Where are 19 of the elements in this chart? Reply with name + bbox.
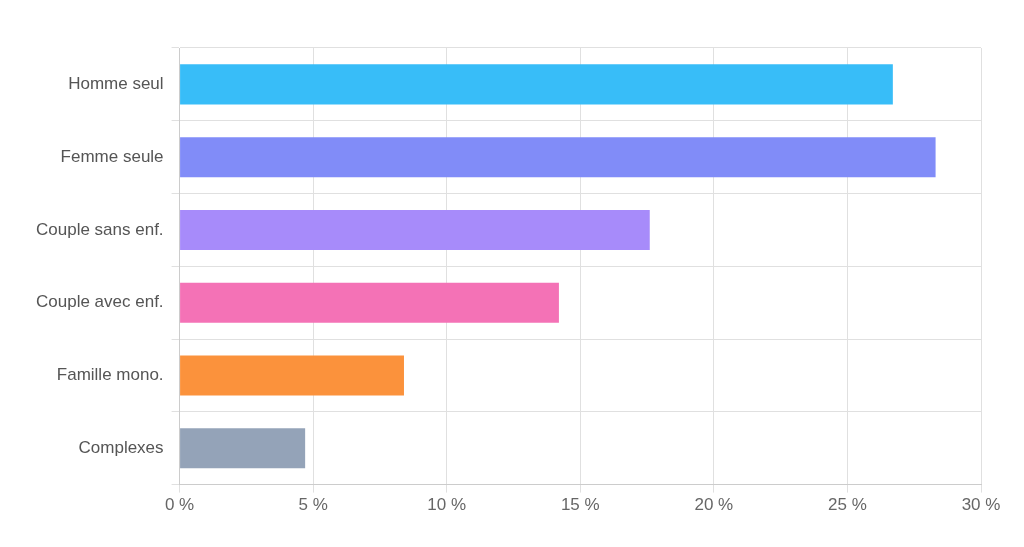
y-tick-label: Famille mono. xyxy=(56,365,164,385)
y-tick-label: Femme seule xyxy=(60,146,164,166)
x-tick-label: 25 % xyxy=(828,495,867,515)
bar xyxy=(180,137,936,178)
y-tick-label: Couple sans enf. xyxy=(35,219,164,239)
y-tick-label: Homme seul xyxy=(68,74,164,94)
y-tick-label: Couple avec enf. xyxy=(35,292,164,312)
x-tick-label: 15 % xyxy=(560,495,600,515)
bar xyxy=(180,355,404,396)
x-tick-label: 20 % xyxy=(694,495,734,515)
y-tick-label: Complexes xyxy=(78,437,164,457)
x-tick-label: 10 % xyxy=(427,495,467,515)
x-tick-label: 0 % xyxy=(164,495,195,515)
x-tick-label: 30 % xyxy=(961,495,1001,515)
bar xyxy=(180,64,893,105)
x-tick-label: 5 % xyxy=(298,495,328,515)
bar xyxy=(180,209,650,250)
bar xyxy=(180,428,306,469)
bar xyxy=(180,282,559,323)
